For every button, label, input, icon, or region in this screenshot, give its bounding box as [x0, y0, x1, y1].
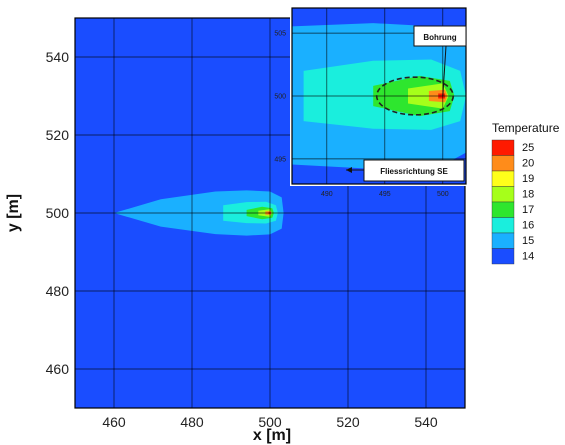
main-x-tick-label: 480: [180, 414, 204, 430]
main-x-tick-label: 520: [336, 414, 360, 430]
inset-y-tick-label: 495: [274, 156, 286, 163]
main-x-tick-label: 460: [102, 414, 126, 430]
flow-direction-label: Fliessrichtung SE: [380, 167, 448, 176]
main-frame: [74, 17, 466, 409]
inset-x-tick-label: 490: [321, 191, 333, 198]
y-axis-label: y [m]: [5, 194, 22, 232]
inset-grid: [292, 8, 466, 184]
legend-swatch-15: [491, 232, 515, 249]
legend-swatch-17: [491, 201, 515, 218]
legend-swatch-25: [491, 139, 515, 156]
legend-label-19: 19: [522, 173, 534, 185]
main-y-tick-label: 480: [46, 283, 70, 299]
legend-swatch-20: [491, 155, 515, 172]
inset-plume-outline: [375, 76, 455, 116]
legend-swatch-16: [491, 217, 515, 234]
inset-x-tick-label: 500: [437, 191, 449, 198]
main-x-tick-label: 540: [414, 414, 438, 430]
legend-title: Temperature: [492, 121, 560, 135]
legend-swatch-18: [491, 186, 515, 203]
inset-frame: [291, 7, 467, 185]
main-y-tick-label: 520: [46, 127, 70, 143]
inset-plot: 490 495 500 495 500 505 Bohrung Fliessrichtung …: [274, 6, 468, 198]
main-x-tick-label: 500: [258, 414, 282, 430]
legend-label-16: 16: [522, 220, 534, 232]
well-label-box: [413, 25, 467, 47]
x-axis-label: x [m]: [253, 427, 291, 444]
flow-label-box: [363, 159, 465, 182]
legend-label-25: 25: [522, 142, 534, 154]
well-pointer: [442, 45, 447, 97]
legend-label-17: 17: [522, 204, 534, 216]
legend-label-15: 15: [522, 235, 534, 247]
inset-x-tick-label: 495: [379, 191, 391, 198]
legend-label-20: 20: [522, 158, 534, 170]
main-y-tick-label: 500: [46, 205, 70, 221]
inset-y-tick-label: 505: [274, 31, 286, 38]
well-label: Bohrung: [423, 33, 456, 42]
main-y-tick-label: 540: [46, 49, 70, 65]
inset-y-tick-label: 500: [274, 93, 286, 100]
legend-swatch-14: [491, 248, 515, 265]
flow-arrow-head: [346, 167, 352, 173]
main-y-tick-label: 460: [46, 361, 70, 377]
legend-swatch-19: [491, 170, 515, 187]
temperature-legend: Temperature 25 20 19 18 17 16 15 14: [491, 121, 560, 265]
legend-label-14: 14: [522, 251, 534, 263]
legend-label-18: 18: [522, 189, 534, 201]
